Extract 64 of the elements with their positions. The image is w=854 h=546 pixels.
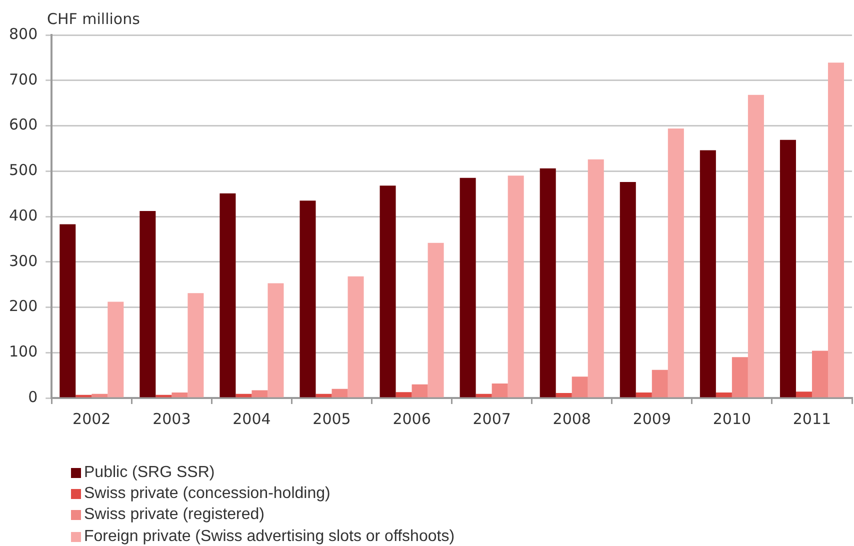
y-tick-label: 500 (8, 161, 38, 180)
bar (380, 186, 396, 398)
y-tick-label: 100 (8, 342, 38, 361)
bar (236, 394, 252, 398)
bar (156, 394, 172, 398)
legend-label: Foreign private (Swiss advertising slots or offshoots) (84, 528, 455, 546)
y-axis-title: CHF millions (47, 10, 140, 28)
bar (108, 302, 124, 398)
bar (572, 376, 588, 398)
bar (796, 392, 812, 398)
bar (652, 370, 668, 398)
bar (188, 293, 204, 398)
bar (252, 390, 268, 398)
bar (700, 150, 716, 398)
bar (476, 394, 492, 398)
bar (540, 168, 556, 398)
bar (732, 357, 748, 398)
bar (300, 200, 316, 398)
bar (428, 242, 444, 398)
bar (828, 62, 844, 398)
bar (748, 94, 764, 398)
legend-label: Public (SRG SSR) (84, 464, 215, 482)
x-tick-label: 2010 (712, 410, 752, 428)
x-tick-label: 2011 (792, 410, 832, 428)
x-tick-label: 2007 (472, 410, 511, 428)
legend-label: Swiss private (concession-holding) (84, 484, 330, 503)
bar (780, 140, 796, 398)
bar (556, 393, 572, 398)
bar (460, 178, 476, 398)
bar (60, 224, 76, 398)
x-tick-label: 2008 (552, 410, 591, 428)
bar (76, 394, 92, 398)
bar (332, 388, 348, 398)
x-tick-label: 2009 (632, 410, 671, 428)
y-tick-label: 0 (28, 388, 38, 406)
bar (508, 176, 524, 398)
bar (92, 394, 108, 398)
y-tick-label: 800 (8, 24, 38, 43)
bar (588, 159, 604, 398)
y-tick-label: 700 (8, 70, 38, 88)
bar (268, 283, 284, 398)
y-tick-label: 300 (8, 252, 38, 270)
x-tick-label: 2002 (72, 410, 111, 428)
bar (348, 276, 364, 398)
y-tick-label: 200 (8, 297, 38, 316)
legend-label: Swiss private (registered) (84, 506, 264, 524)
bar (636, 392, 652, 398)
bar (220, 193, 236, 398)
x-tick-label: 2004 (232, 410, 271, 428)
bar (172, 392, 188, 398)
bar (492, 383, 508, 398)
bar (716, 392, 732, 398)
bar (396, 392, 412, 398)
bar (412, 384, 428, 398)
y-tick-label: 400 (8, 206, 38, 224)
bar (620, 182, 636, 398)
bar (812, 350, 828, 398)
bar (668, 128, 684, 398)
bar (316, 394, 332, 398)
y-tick-label: 600 (8, 116, 38, 134)
bar (140, 211, 156, 398)
x-tick-label: 2006 (392, 410, 431, 428)
x-tick-label: 2003 (152, 410, 191, 428)
x-tick-label: 2005 (312, 410, 351, 428)
